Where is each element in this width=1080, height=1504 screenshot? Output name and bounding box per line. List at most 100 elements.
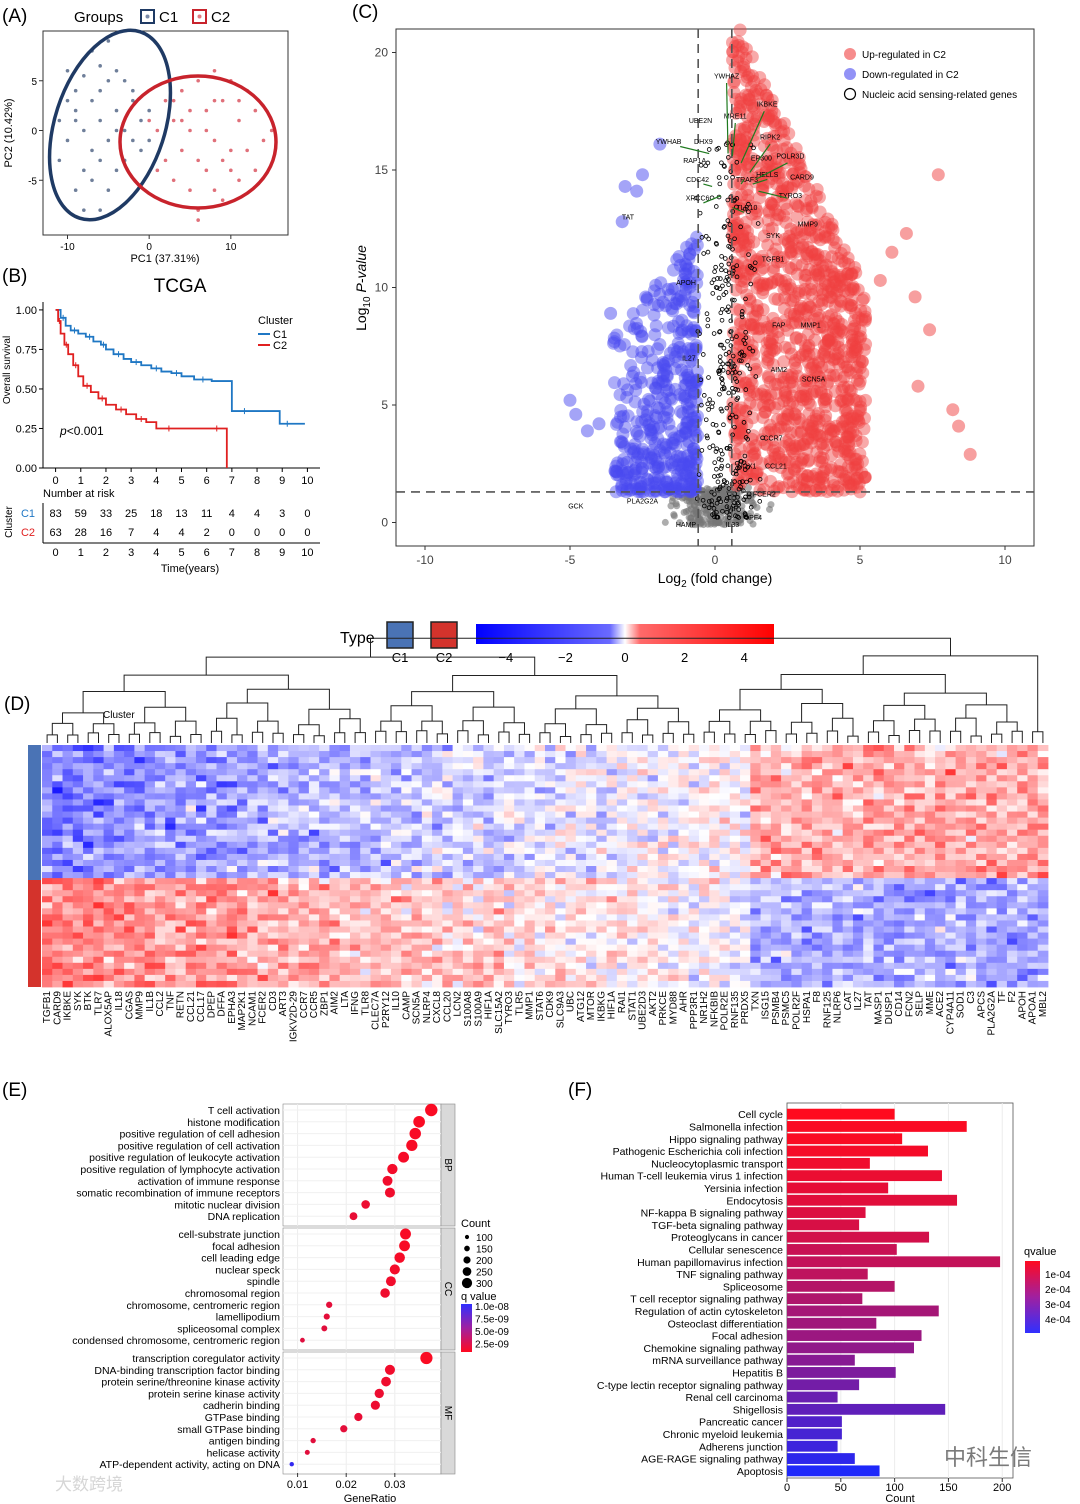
heatmap-cell: [93, 763, 104, 770]
down-gene-point: [687, 418, 701, 432]
heatmap-cell: [83, 793, 94, 800]
heatmap-cell: [596, 841, 607, 849]
heatmap-cell: [503, 781, 515, 788]
heatmap-cell: [288, 872, 300, 879]
heatmap-cell: [329, 938, 341, 946]
heatmap-cell: [278, 799, 289, 806]
heatmap-cell: [195, 799, 207, 806]
heatmap-cell: [308, 920, 320, 927]
dendrogram-branch: [421, 720, 443, 734]
heatmap-cell: [555, 914, 566, 921]
heatmap-cell: [288, 817, 300, 825]
heatmap-cell: [360, 902, 371, 909]
heatmap-cell: [124, 805, 135, 812]
heatmap-cell: [339, 787, 351, 794]
heatmap-cell: [124, 872, 135, 879]
heatmap-cell: [432, 835, 443, 843]
up-gene-point: [837, 370, 851, 384]
c1-pca-point: [98, 208, 102, 212]
heatmap-cell: [42, 878, 53, 885]
heatmap-cell: [195, 769, 207, 776]
heatmap-cell: [216, 962, 228, 970]
heatmap-cell: [575, 944, 587, 952]
heatmap-cell: [237, 974, 248, 982]
heatmap-cell: [380, 974, 392, 982]
heatmap-cell: [103, 775, 115, 782]
heatmap-cell: [473, 914, 484, 921]
heatmap-cell: [534, 890, 546, 897]
heatmap-cell: [247, 859, 258, 867]
heatmap-cell: [308, 817, 320, 825]
heatmap-cell: [596, 878, 607, 885]
heatmap-cell: [165, 799, 176, 806]
up-gene-point: [814, 383, 828, 397]
heatmap-cell: [247, 974, 258, 982]
heatmap-cell: [113, 908, 125, 915]
heatmap-cell: [555, 823, 566, 831]
heatmap-cell: [165, 847, 176, 855]
heatmap-cell: [113, 914, 125, 921]
heatmap-cell: [637, 866, 649, 873]
heatmap-cell: [52, 829, 63, 837]
heatmap-cell: [298, 751, 310, 758]
heatmap-cell: [524, 805, 536, 812]
heatmap-cell: [462, 781, 474, 788]
heatmap-cell: [606, 817, 618, 825]
heatmap-cell: [401, 763, 412, 770]
up-gene-point: [774, 274, 788, 288]
heatmap-cell: [308, 787, 320, 794]
heatmap-cell: [627, 932, 638, 939]
heatmap-cell: [134, 938, 146, 946]
dendrogram-branch: [416, 730, 428, 743]
heatmap-cell: [154, 859, 166, 867]
heatmap-cell: [627, 775, 638, 782]
heatmap-cell: [308, 872, 320, 879]
heatmap-cell: [534, 926, 546, 933]
heatmap-cell: [545, 823, 556, 831]
dendrogram-branch: [739, 688, 823, 710]
heatmap-cell: [565, 962, 577, 970]
dendrogram-branch: [539, 732, 551, 743]
heatmap-cell: [411, 757, 423, 764]
heatmap-cell: [575, 956, 587, 964]
heatmap-cell: [42, 938, 53, 946]
heatmap-cell: [195, 926, 207, 933]
heatmap-cell: [288, 835, 300, 843]
heatmap-cell: [226, 781, 238, 788]
up-gene-point: [790, 425, 804, 439]
heatmap-cell: [257, 896, 269, 903]
heatmap-cell: [432, 847, 443, 855]
heatmap-cell: [637, 853, 649, 861]
heatmap-cell: [596, 847, 607, 855]
heatmap-cell: [514, 841, 525, 849]
panel-b-ytick-label: 0.50: [16, 384, 37, 396]
heatmap-cell: [288, 944, 300, 952]
heatmap-cell: [473, 775, 484, 782]
panel-c-ytick-label: 20: [375, 46, 389, 60]
heatmap-cell: [288, 793, 300, 800]
heatmap-cell: [267, 962, 279, 970]
heatmap-cell: [545, 817, 556, 825]
heatmap-cell: [616, 974, 628, 982]
heatmap-cell: [391, 763, 402, 770]
heatmap-cell: [319, 781, 330, 788]
heatmap-cell: [93, 884, 104, 891]
heatmap-cell: [42, 950, 53, 958]
heatmap-cell: [226, 859, 238, 867]
up-gene-point: [768, 292, 782, 306]
heatmap-cell: [62, 884, 74, 891]
dendrogram-branch: [149, 732, 161, 743]
up-gene-point: [746, 385, 760, 399]
heatmap-cell: [442, 769, 454, 776]
down-gene-point: [687, 442, 701, 456]
heatmap-cell: [360, 757, 371, 764]
up-gene-point: [764, 109, 778, 123]
heatmap-cell: [657, 757, 669, 764]
heatmap-cell: [226, 847, 238, 855]
heatmap-cell: [411, 745, 423, 752]
heatmap-cell: [647, 932, 659, 939]
down-gene-point: [580, 424, 594, 438]
down-gene-point: [684, 385, 698, 399]
down-gene-point: [634, 351, 648, 365]
heatmap-cell: [247, 853, 258, 861]
